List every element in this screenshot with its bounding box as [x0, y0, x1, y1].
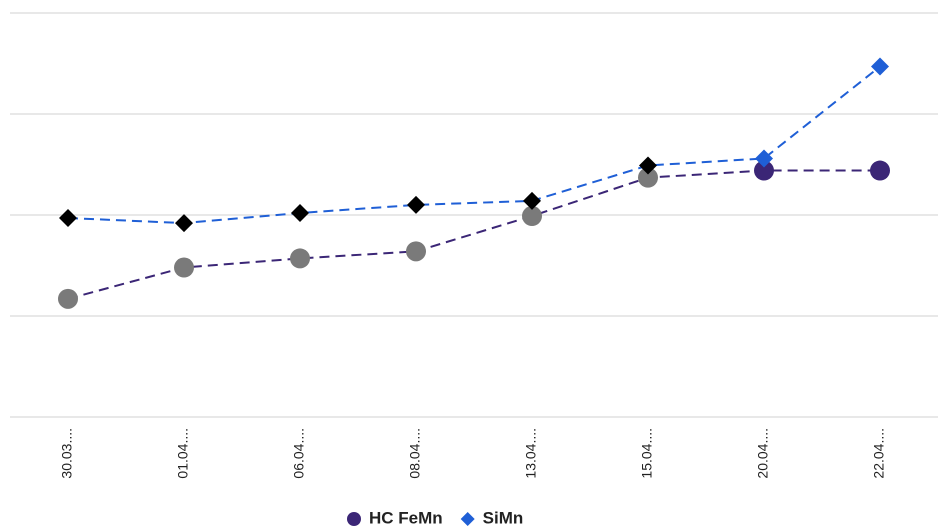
point [174, 257, 194, 278]
point [870, 160, 890, 181]
point [755, 149, 773, 168]
x-tick-label: 22.04.... [871, 428, 887, 479]
point [59, 209, 77, 228]
point [522, 206, 542, 227]
point [175, 214, 193, 233]
series-line [67, 65, 881, 225]
point [407, 195, 425, 214]
x-tick-label: 08.04.... [407, 428, 423, 479]
series-line [67, 169, 880, 300]
x-tick-label: 30.03.... [59, 428, 75, 479]
point [639, 156, 657, 175]
point [291, 203, 309, 222]
legend: HC FeMn SiMn [347, 508, 523, 527]
point [290, 248, 310, 269]
legend-marker [460, 512, 475, 526]
x-tick-label: 01.04.... [175, 428, 191, 479]
point [406, 241, 426, 262]
x-tick-label: 20.04.... [755, 428, 771, 479]
point [871, 57, 889, 76]
legend-marker [347, 512, 361, 526]
point [638, 167, 658, 188]
point [58, 288, 78, 309]
x-tick-label: 13.04.... [523, 428, 539, 479]
legend-label: HC FeMn [369, 508, 443, 527]
x-tick-label: 06.04.... [291, 428, 307, 479]
x-tick-label: 15.04.... [639, 428, 655, 479]
legend-label: SiMn [483, 508, 524, 527]
point [754, 160, 774, 181]
point [523, 191, 541, 210]
